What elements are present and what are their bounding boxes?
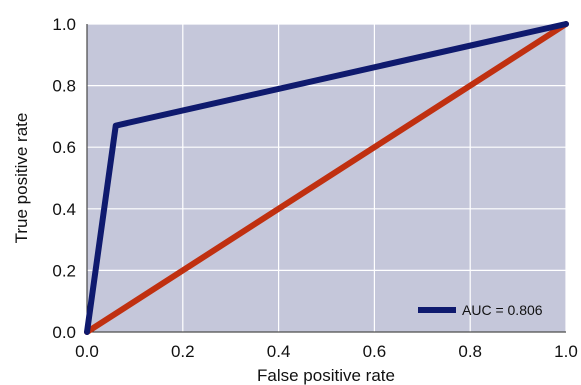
x-axis-label: False positive rate (257, 366, 395, 385)
y-tick-label: 0.2 (52, 261, 76, 280)
roc-curve (84, 21, 569, 335)
x-tick-label: 1.0 (554, 342, 578, 361)
y-tick-label: 0.0 (52, 323, 76, 342)
diagonal-reference-line (84, 21, 569, 335)
series-group (84, 21, 569, 335)
x-tick-labels: 0.0 0.2 0.4 0.6 0.8 1.0 (75, 342, 578, 361)
legend: AUC = 0.806 (418, 302, 543, 318)
x-tick-label: 0.2 (171, 342, 195, 361)
y-tick-label: 0.6 (52, 138, 76, 157)
y-tick-label: 0.8 (52, 77, 76, 96)
y-tick-labels: 0.0 0.2 0.4 0.6 0.8 1.0 (52, 15, 76, 342)
x-tick-label: 0.4 (267, 342, 291, 361)
grid (86, 23, 567, 333)
x-tick-label: 0.0 (75, 342, 99, 361)
x-tick-label: 0.8 (458, 342, 482, 361)
axes (86, 24, 566, 333)
y-tick-label: 0.4 (52, 200, 76, 219)
legend-label-auc: AUC = 0.806 (462, 302, 543, 318)
x-tick-label: 0.6 (363, 342, 387, 361)
y-tick-label: 1.0 (52, 15, 76, 34)
y-axis-label: True positive rate (12, 113, 31, 244)
